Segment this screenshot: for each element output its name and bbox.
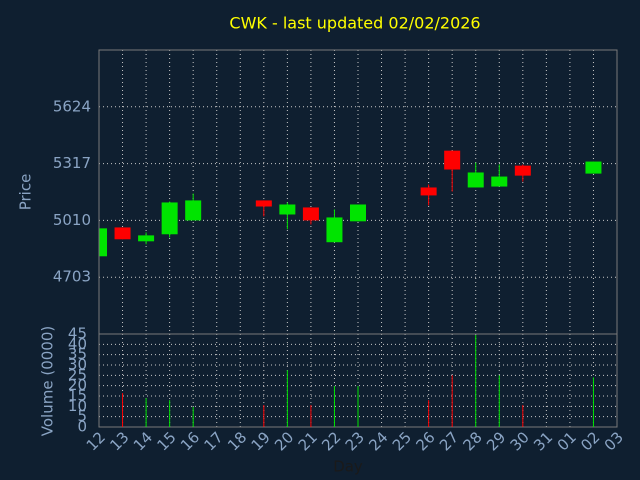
candle-body	[185, 200, 202, 221]
volume-tick-label: 10	[68, 397, 87, 415]
volume-tick-label: 20	[68, 376, 87, 394]
candle-body	[138, 235, 155, 242]
volume-tick-label: 40	[68, 335, 87, 353]
volume-tick-label: 5	[77, 407, 87, 425]
candle-body	[161, 202, 178, 235]
x-axis-label: Day	[333, 458, 363, 476]
candle-body	[326, 217, 343, 243]
chart-title: CWK - last updated 02/02/2026	[229, 14, 480, 33]
volume-tick-label: 25	[68, 366, 87, 384]
candle-body	[99, 228, 107, 257]
volume-tick-label: 35	[68, 345, 87, 363]
candle-body	[514, 165, 531, 176]
y-tick-label: 4703	[53, 268, 91, 286]
candle-body	[467, 172, 484, 188]
plot	[99, 150, 602, 257]
candle-body	[585, 161, 602, 174]
y-tick-label: 5317	[53, 154, 91, 172]
candle-body	[420, 187, 437, 196]
volume-tick-label: 30	[68, 356, 87, 374]
candle-body	[279, 204, 296, 215]
volume-tick-label: 15	[68, 387, 87, 405]
y-axis-label: Price	[17, 174, 35, 211]
candle-body	[302, 207, 319, 221]
candle-body	[114, 227, 131, 240]
volume-tick-label: 45	[68, 325, 87, 343]
volume-axis-label: Volume (0000)	[39, 326, 57, 436]
candle-body	[491, 176, 508, 187]
y-tick-label: 5010	[53, 211, 91, 229]
volume-tick-label: 0	[77, 418, 87, 436]
candle-body	[350, 204, 366, 222]
grid	[98, 50, 618, 428]
y-tick-label: 5624	[53, 97, 91, 115]
candle-body	[444, 150, 461, 170]
candle-body	[255, 200, 272, 207]
